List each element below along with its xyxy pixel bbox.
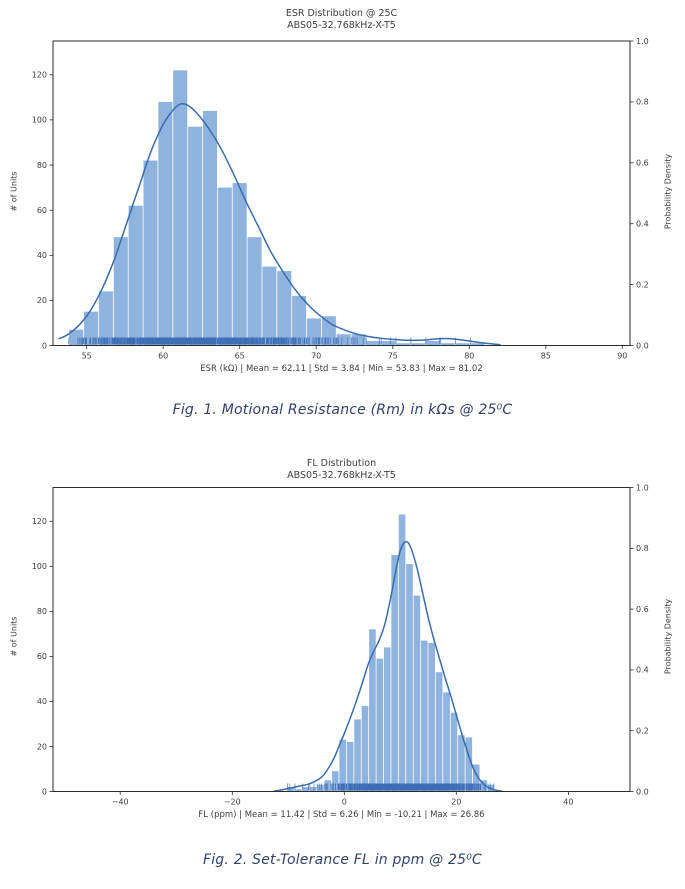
y-axis-ticks-left: 0 20 40 60 80 100 120 — [32, 517, 53, 796]
svg-text:0.0: 0.0 — [636, 787, 649, 796]
svg-text:−20: −20 — [224, 798, 241, 807]
svg-text:100: 100 — [32, 116, 47, 125]
esr-histogram-chart: 55 60 65 70 75 80 85 90 0 20 40 60 80 100 120 0.0 0.2 0.4… — [32, 37, 649, 361]
figure-2-fl-distribution: FL Distribution ABS05-32.768kHz-X-T5 −40… — [0, 448, 685, 889]
y-axis-label-left: # of Units — [9, 616, 19, 657]
svg-text:60: 60 — [37, 652, 47, 661]
svg-text:0.2: 0.2 — [636, 727, 649, 736]
svg-text:55: 55 — [82, 352, 92, 361]
svg-text:0.0: 0.0 — [636, 341, 649, 350]
svg-text:20: 20 — [37, 742, 47, 751]
svg-text:0.4: 0.4 — [636, 220, 649, 229]
figure-1-esr-distribution: ESR Distribution @ 25C ABS05-32.768kHz-X… — [9, 8, 673, 418]
rug-plot — [68, 337, 471, 345]
svg-text:65: 65 — [235, 352, 245, 361]
svg-text:75: 75 — [388, 352, 398, 361]
figure-2-caption: Fig. 2. Set-Tolerance FL in ppm @ 25⁰C — [202, 852, 483, 868]
svg-text:100: 100 — [32, 562, 47, 571]
y-axis-ticks-right: 0.0 0.2 0.4 0.6 0.8 1.0 — [630, 37, 649, 350]
chart-title: ESR Distribution @ 25C ABS05-32.768kHz-X… — [53, 8, 630, 31]
chart-title-line2: ABS05-32.768kHz-X-T5 — [287, 469, 396, 481]
svg-text:40: 40 — [37, 697, 47, 706]
svg-text:0: 0 — [342, 798, 347, 807]
svg-text:80: 80 — [37, 607, 47, 616]
svg-text:90: 90 — [617, 352, 627, 361]
svg-text:20: 20 — [451, 798, 461, 807]
svg-text:40: 40 — [37, 251, 47, 260]
svg-text:70: 70 — [311, 352, 321, 361]
kde-curve — [58, 102, 501, 346]
kde-curve — [273, 540, 502, 792]
chart-title-line2: ABS05-32.768kHz-X-T5 — [287, 19, 396, 31]
svg-text:85: 85 — [541, 352, 551, 361]
svg-text:0.6: 0.6 — [636, 159, 649, 168]
axes — [52, 40, 631, 346]
histogram-bars — [287, 514, 495, 792]
svg-text:0.2: 0.2 — [636, 280, 649, 289]
y-axis-label-left: # of Units — [9, 171, 19, 212]
x-axis-ticks: 55 60 65 70 75 80 85 90 — [82, 345, 627, 361]
svg-text:0: 0 — [42, 341, 47, 350]
chart-title-line1: FL Distribution — [306, 458, 377, 469]
x-axis-ticks: −40 −20 0 20 40 — [112, 791, 573, 807]
svg-text:80: 80 — [464, 352, 474, 361]
x-axis-label: FL (ppm) | Mean = 11.42 | Std = 6.26 | M… — [198, 810, 485, 820]
svg-text:60: 60 — [37, 206, 47, 215]
fl-histogram-chart: −40 −20 0 20 400204060801001200.00.20.40.60.… — [32, 483, 649, 807]
svg-text:120: 120 — [32, 517, 47, 526]
chart-title: FL Distribution ABS05-32.768kHz-X-T5 — [53, 458, 630, 481]
rug-plot — [287, 783, 495, 791]
svg-text:20: 20 — [37, 296, 47, 305]
svg-text:120: 120 — [32, 71, 47, 80]
x-axis-label: ESR (kΩ) | Mean = 62.11 | Std = 3.84 | M… — [200, 364, 483, 374]
chart-title-line1: ESR Distribution @ 25C — [285, 8, 398, 19]
svg-text:1.0: 1.0 — [636, 37, 649, 46]
svg-text:1.0: 1.0 — [636, 483, 649, 492]
svg-text:0.4: 0.4 — [636, 666, 649, 675]
y-axis-ticks-left: 0 20 40 60 80 100 120 — [32, 71, 53, 350]
axes — [52, 487, 631, 792]
figure-1-caption: Fig. 1. Motional Resistance (Rm) in kΩs … — [172, 402, 513, 418]
svg-text:80: 80 — [37, 161, 47, 170]
svg-text:60: 60 — [158, 352, 168, 361]
svg-text:0.8: 0.8 — [636, 98, 649, 107]
y-axis-ticks-right: 0.0 0.2 0.4 0.6 0.8 1.0 — [630, 483, 649, 796]
svg-text:−40: −40 — [112, 798, 129, 807]
svg-text:0.6: 0.6 — [636, 605, 649, 614]
y-axis-label-right: Probability Density — [663, 153, 673, 230]
y-axis-label-right: Probability Density — [663, 598, 673, 675]
histogram-bars — [69, 70, 485, 346]
svg-text:0: 0 — [42, 787, 47, 796]
svg-text:0.8: 0.8 — [636, 544, 649, 553]
svg-text:40: 40 — [563, 798, 573, 807]
